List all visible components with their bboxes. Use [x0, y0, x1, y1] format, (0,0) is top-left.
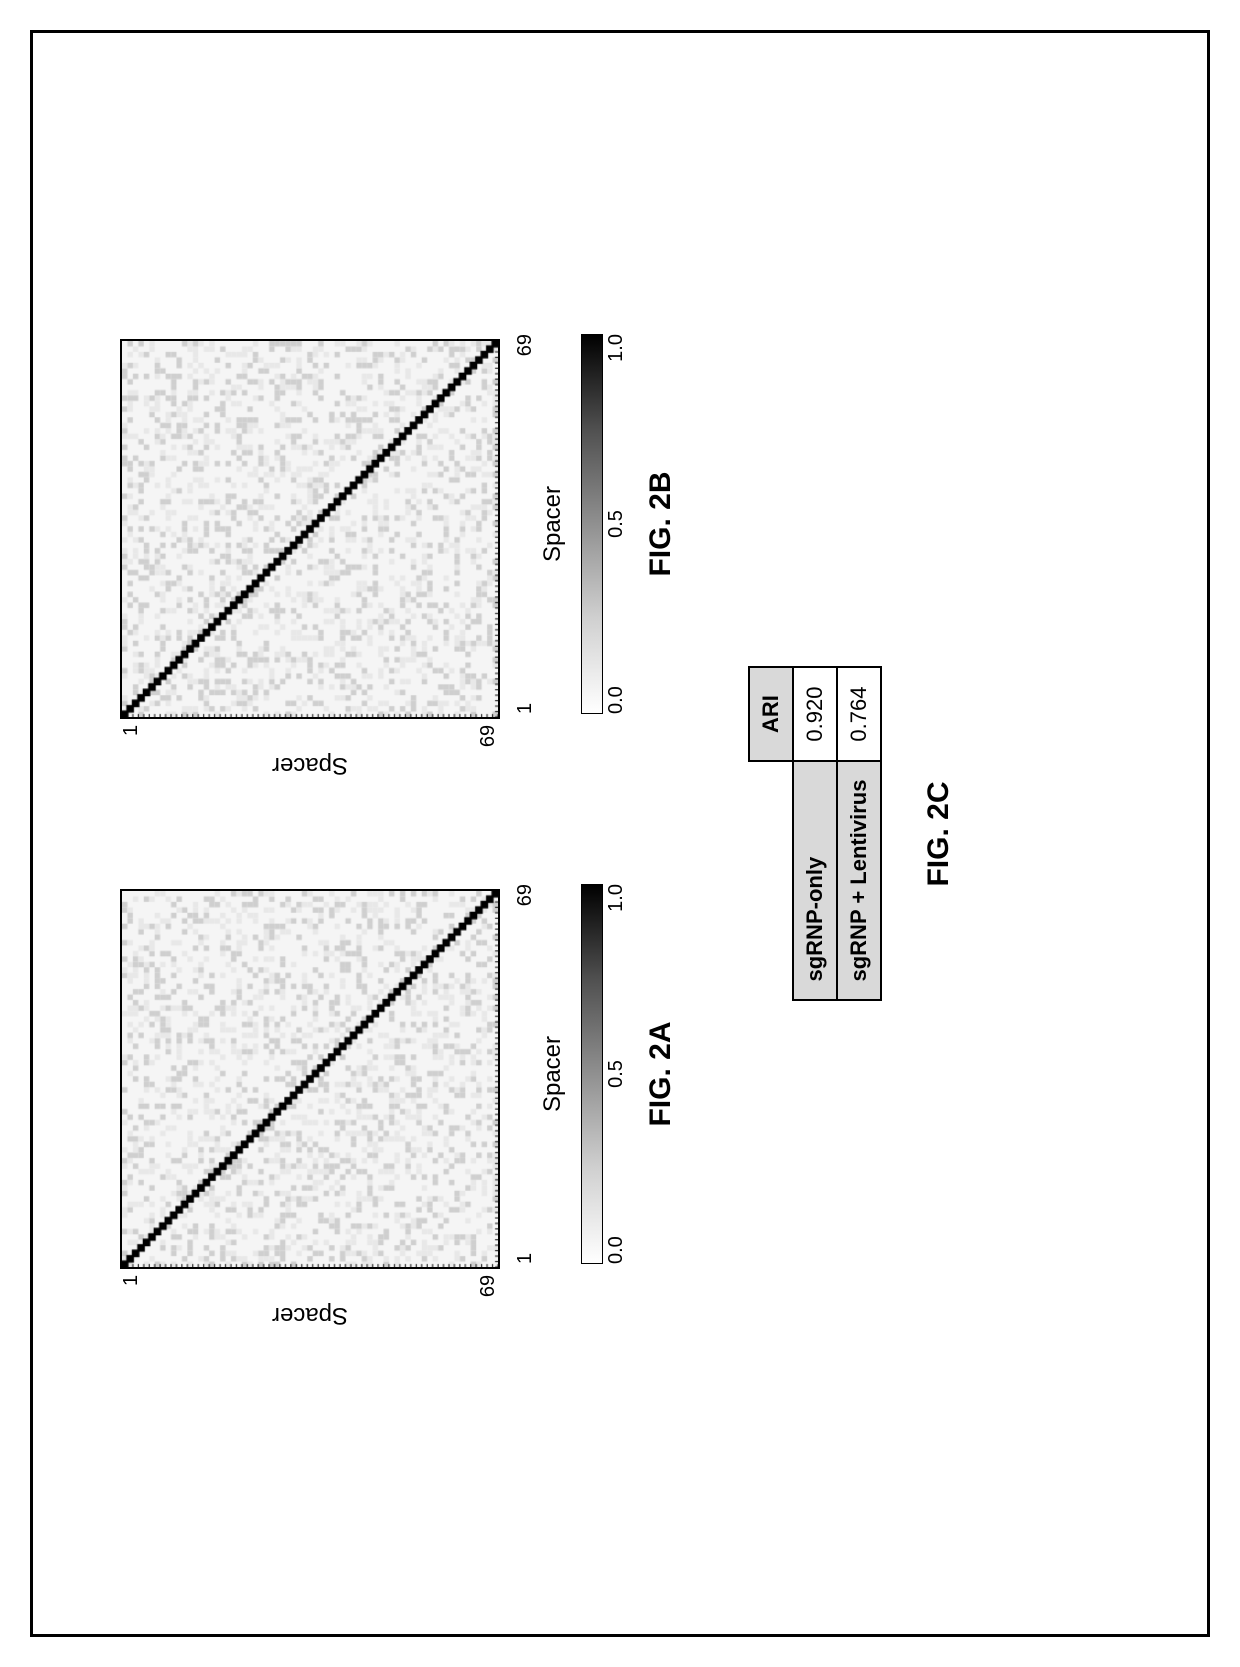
heatmap-row: Spacer 1 69 1 69 Spacer 0.0: [120, 334, 678, 1334]
figure-2c-block: ARI sgRNP-only 0.920 sgRNP + Lentivirus …: [748, 666, 956, 1001]
x-axis-title-2a: Spacer: [539, 1035, 567, 1111]
colorbar-2b-wrap: 0.0 0.5 1.0: [581, 334, 628, 714]
y-tick-max-2b: 1: [120, 724, 143, 735]
y-axis-title-2b: Spacer: [272, 751, 348, 779]
ari-header-cell: ARI: [749, 667, 793, 760]
x-tick-min-2a: 1: [514, 1252, 537, 1263]
figure-2c-label: FIG. 2C: [922, 781, 956, 886]
y-tick-min-2b: 69: [477, 724, 500, 746]
x-under-2a: 1 69 Spacer 0.0 0.5 1.0 FIG. 2A: [510, 884, 678, 1264]
ari-row0-value: 0.920: [793, 667, 837, 760]
figure-2b-label: FIG. 2B: [644, 471, 678, 576]
table-row: sgRNP + Lentivirus 0.764: [837, 667, 881, 1000]
x-tick-max-2b: 69: [514, 334, 537, 356]
colorbar-2a-labels: 0.0 0.5 1.0: [605, 884, 628, 1264]
y-axis-ticks-2a: 1 69: [120, 1274, 500, 1296]
x-tick-min-2b: 1: [514, 702, 537, 713]
ari-corner-cell: [749, 760, 793, 1000]
cbar-2a-max: 1.0: [605, 884, 628, 912]
figure-2a-label: FIG. 2A: [644, 1021, 678, 1126]
ari-table: ARI sgRNP-only 0.920 sgRNP + Lentivirus …: [748, 666, 882, 1001]
x-axis-ticks-2b: 1 69: [514, 334, 537, 714]
cbar-2b-min: 0.0: [605, 686, 628, 714]
heatmap-2a: [120, 888, 500, 1268]
cbar-2a-min: 0.0: [605, 1236, 628, 1264]
plot-2b-wrap: Spacer 1 69: [120, 338, 500, 778]
figure-2a-block: Spacer 1 69 1 69 Spacer 0.0: [120, 884, 678, 1334]
y-tick-max-2a: 1: [120, 1274, 143, 1285]
colorbar-2a: [581, 884, 603, 1264]
colorbar-2b-labels: 0.0 0.5 1.0: [605, 334, 628, 714]
ari-row1-label: sgRNP + Lentivirus: [837, 760, 881, 1000]
colorbar-2a-wrap: 0.0 0.5 1.0: [581, 884, 628, 1264]
cbar-2b-max: 1.0: [605, 334, 628, 362]
cbar-2a-mid: 0.5: [605, 1060, 628, 1088]
colorbar-2b: [581, 334, 603, 714]
table-row: sgRNP-only 0.920: [793, 667, 837, 1000]
x-under-2b: 1 69 Spacer 0.0 0.5 1.0 FIG. 2B: [510, 334, 678, 714]
x-axis-ticks-2a: 1 69: [514, 884, 537, 1264]
ari-row0-label: sgRNP-only: [793, 760, 837, 1000]
heatmap-2a-canvas: [122, 890, 498, 1266]
table-row: ARI: [749, 667, 793, 1000]
cbar-2b-mid: 0.5: [605, 510, 628, 538]
plot-2a-wrap: Spacer 1 69: [120, 888, 500, 1328]
figure-content: Spacer 1 69 1 69 Spacer 0.0: [120, 84, 1120, 1584]
heatmap-2b: [120, 338, 500, 718]
x-tick-max-2a: 69: [514, 884, 537, 906]
y-axis-ticks-2b: 1 69: [120, 724, 500, 746]
x-axis-title-2b: Spacer: [539, 485, 567, 561]
figure-2b-block: Spacer 1 69 1 69 Spacer 0.0: [120, 334, 678, 784]
ari-row1-value: 0.764: [837, 667, 881, 760]
y-axis-title-2a: Spacer: [272, 1301, 348, 1329]
y-tick-min-2a: 69: [477, 1274, 500, 1296]
heatmap-2b-canvas: [122, 340, 498, 716]
